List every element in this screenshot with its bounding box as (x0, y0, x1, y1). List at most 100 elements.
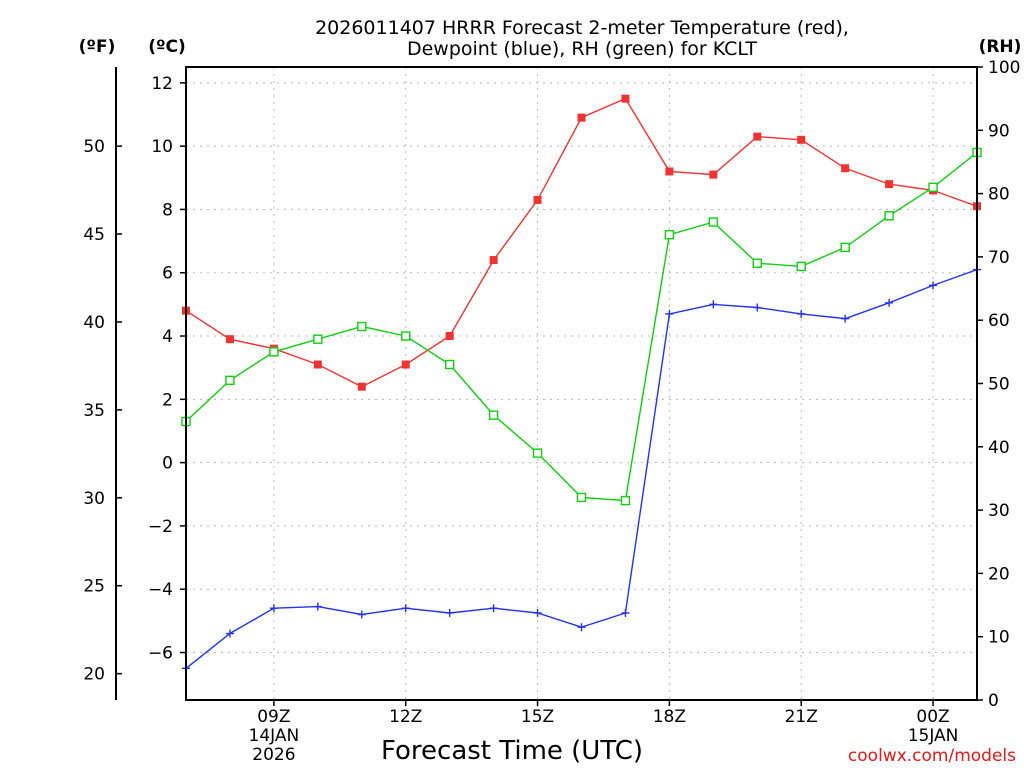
axis-layer: 121086420−2−4−65045403530252010090807060… (83, 58, 1020, 765)
rh-point (401, 331, 411, 341)
temperature-point (841, 164, 850, 173)
rh-point (313, 334, 323, 344)
temperature-point (225, 335, 234, 344)
temperature-point (665, 167, 674, 176)
dewpoint-point (665, 309, 674, 318)
dewpoint-point (489, 604, 498, 613)
rh-tick-label: 0 (988, 691, 999, 711)
rh-point (532, 448, 543, 458)
dewpoint-point (533, 608, 542, 617)
dewpoint-point (269, 604, 278, 613)
dewpoint-line (185, 268, 978, 669)
rh-point (796, 261, 806, 272)
dewpoint-point (841, 314, 850, 323)
plot-frame (185, 66, 978, 701)
celsius-tick-label: 2 (162, 390, 173, 410)
fahrenheit-tick-label: 25 (83, 577, 105, 597)
fahrenheit-tick-label: 40 (83, 313, 105, 333)
rh-point (620, 495, 631, 506)
temperature-point (885, 180, 894, 189)
temperature-point (533, 195, 542, 204)
dewpoint-point (621, 608, 630, 617)
x-tick-label: 09Z (257, 707, 290, 727)
dewpoint-point (885, 298, 894, 307)
temperature-point (709, 170, 718, 179)
series-layer (181, 94, 982, 673)
celsius-tick-label: −2 (148, 517, 173, 537)
dewpoint-point (577, 623, 586, 632)
temperature-point (621, 94, 630, 103)
temperature-point (489, 256, 498, 265)
x-tick-year-label: 2026 (252, 745, 295, 765)
dewpoint-point (709, 300, 718, 309)
temperature-point (753, 132, 762, 141)
rh-tick-label: 40 (988, 438, 1010, 458)
rh-point (357, 321, 367, 332)
fahrenheit-tick-label: 50 (83, 137, 105, 157)
rh-tick-label: 60 (988, 311, 1010, 331)
celsius-tick-label: 8 (162, 200, 173, 220)
temperature-point (577, 113, 586, 122)
dewpoint-point (313, 602, 322, 611)
x-tick-label: 00Z (916, 707, 949, 727)
unit-fahrenheit-label: (ºF) (79, 37, 116, 57)
celsius-tick-label: −4 (148, 580, 173, 600)
dewpoint-point (445, 608, 454, 617)
fahrenheit-tick-label: 30 (83, 489, 105, 509)
x-tick-label: 18Z (653, 707, 686, 727)
fahrenheit-tick-label: 45 (83, 225, 105, 245)
grid-layer (186, 67, 977, 700)
rh-point (840, 242, 850, 253)
rh-point (708, 217, 719, 227)
x-tick-label: 21Z (785, 707, 818, 727)
x-tick-label: 15Z (521, 707, 554, 727)
rh-tick-label: 10 (988, 628, 1010, 648)
rh-line (185, 151, 978, 502)
x-tick-label: 12Z (389, 707, 422, 727)
temperature-point (401, 360, 410, 369)
rh-point (664, 230, 675, 240)
rh-tick-label: 30 (988, 501, 1010, 521)
dewpoint-point (225, 629, 234, 638)
credit-text: coolwx.com/models (848, 746, 1016, 766)
celsius-tick-label: 6 (162, 264, 173, 284)
temperature-point (797, 135, 806, 144)
x-tick-date-label: 14JAN (249, 726, 300, 746)
rh-point (928, 182, 938, 192)
temperature-point (313, 360, 322, 369)
celsius-tick-label: 4 (162, 327, 173, 347)
x-axis-title: Forecast Time (UTC) (381, 736, 643, 766)
dewpoint-point (753, 303, 762, 312)
rh-point (576, 492, 587, 503)
rh-tick-label: 80 (988, 185, 1010, 205)
temperature-point (357, 382, 366, 391)
unit-rh-label: (RH) (979, 37, 1022, 57)
dewpoint-point (357, 610, 366, 619)
celsius-tick-label: 0 (162, 454, 173, 474)
celsius-tick-label: 10 (151, 137, 173, 157)
rh-point (444, 359, 455, 370)
dewpoint-point (929, 281, 938, 290)
dewpoint-point (797, 309, 806, 318)
rh-point (225, 375, 235, 386)
rh-point (488, 410, 499, 420)
rh-tick-label: 90 (988, 121, 1010, 141)
rh-tick-label: 50 (988, 375, 1010, 395)
x-tick-date-label: 15JAN (908, 726, 959, 746)
fahrenheit-tick-label: 20 (83, 665, 105, 685)
rh-tick-label: 100 (988, 58, 1020, 78)
fahrenheit-tick-label: 35 (83, 401, 105, 421)
chart-title-line2: Dewpoint (blue), RH (green) for KCLT (407, 38, 757, 60)
rh-point (752, 258, 762, 268)
rh-tick-label: 20 (988, 564, 1010, 584)
unit-celsius-label: (ºC) (148, 37, 186, 57)
celsius-tick-label: −6 (148, 644, 173, 664)
celsius-tick-label: 12 (151, 74, 173, 94)
dewpoint-point (401, 604, 410, 613)
rh-point (269, 347, 279, 357)
rh-tick-label: 70 (988, 248, 1010, 268)
rh-point (884, 211, 894, 221)
chart-title-line1: 2026011407 HRRR Forecast 2-meter Tempera… (315, 17, 849, 39)
temperature-point (445, 332, 454, 341)
